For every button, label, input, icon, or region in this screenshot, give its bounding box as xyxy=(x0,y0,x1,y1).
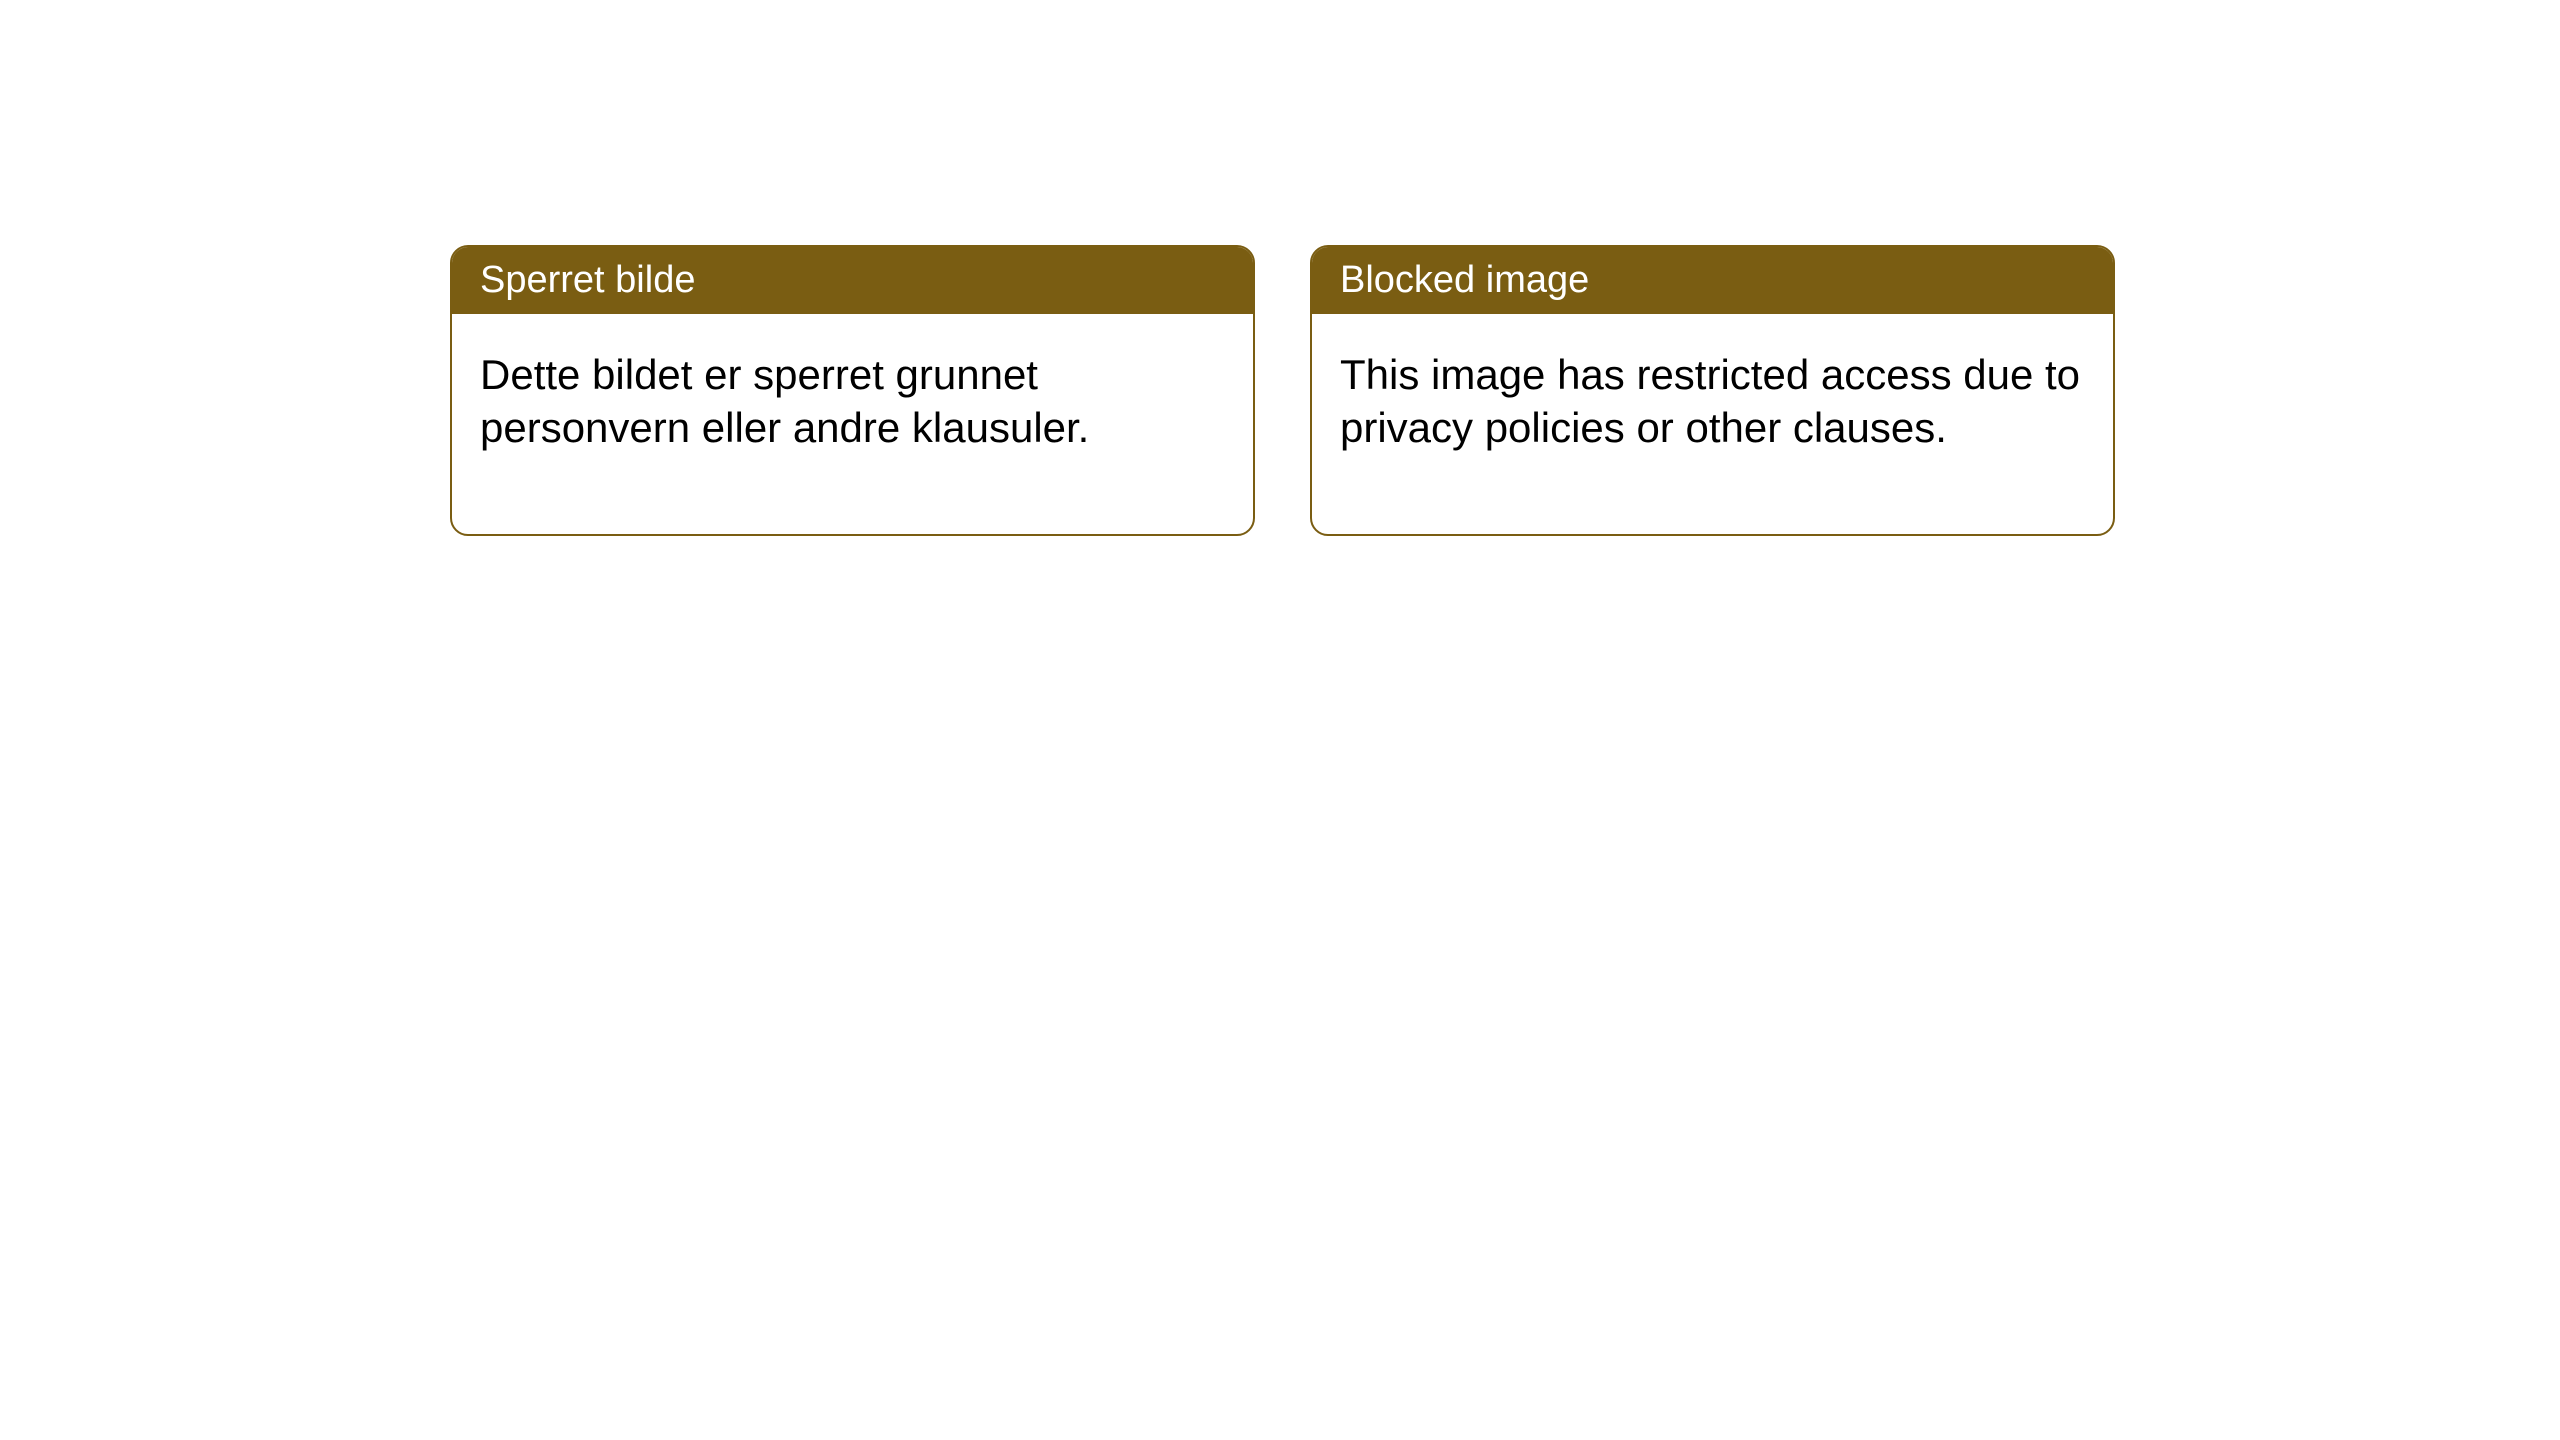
notice-container: Sperret bilde Dette bildet er sperret gr… xyxy=(0,0,2560,536)
notice-card-text: Dette bildet er sperret grunnet personve… xyxy=(480,351,1089,451)
notice-card-body: This image has restricted access due to … xyxy=(1312,314,2113,534)
notice-card-en: Blocked image This image has restricted … xyxy=(1310,245,2115,536)
notice-card-no: Sperret bilde Dette bildet er sperret gr… xyxy=(450,245,1255,536)
notice-card-header: Blocked image xyxy=(1312,247,2113,314)
notice-card-text: This image has restricted access due to … xyxy=(1340,351,2080,451)
notice-card-header: Sperret bilde xyxy=(452,247,1253,314)
notice-card-title: Sperret bilde xyxy=(480,259,695,301)
notice-card-title: Blocked image xyxy=(1340,259,1589,301)
notice-card-body: Dette bildet er sperret grunnet personve… xyxy=(452,314,1253,534)
